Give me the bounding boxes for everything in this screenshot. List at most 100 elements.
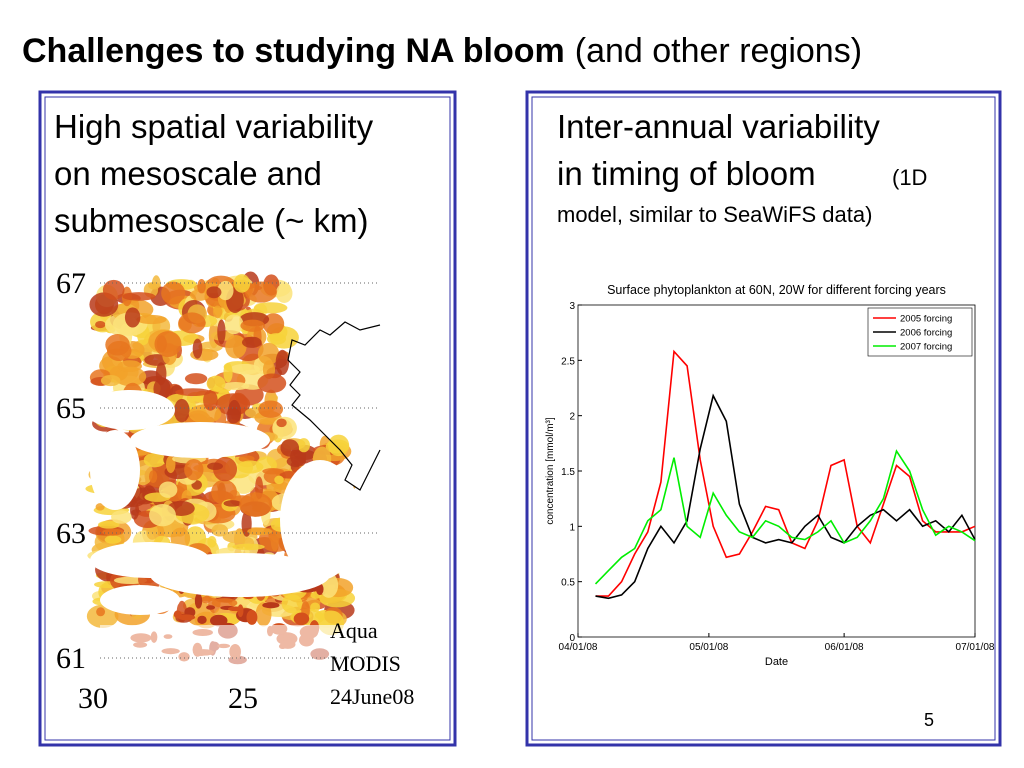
lat-label: 65: [56, 392, 86, 425]
map-texture: [223, 362, 233, 383]
map-texture: [86, 604, 119, 628]
map-texture: [275, 283, 293, 304]
map-texture: [240, 319, 265, 332]
map-texture: [246, 609, 258, 625]
legend-label: 2006 forcing: [900, 328, 952, 339]
map-texture: [206, 605, 216, 610]
y-axis-label: concentration [mmol/m³]: [545, 417, 556, 524]
map-texture: [184, 458, 204, 481]
map-texture: [244, 281, 278, 303]
map-texture: [257, 342, 280, 365]
lon-label: 25: [228, 682, 258, 715]
map-texture: [98, 520, 120, 529]
map-texture: [280, 439, 300, 457]
map-texture: [148, 470, 158, 483]
map-texture: [161, 281, 186, 305]
map-texture: [266, 333, 287, 345]
right-heading: in timing of bloom: [557, 155, 816, 192]
map-caption: Aqua: [330, 618, 378, 643]
map-texture: [154, 331, 182, 357]
cloud-mask: [85, 390, 175, 430]
map-texture: [217, 319, 226, 345]
map-texture: [189, 289, 210, 301]
map-texture: [158, 481, 178, 498]
y-tick-label: 1: [569, 522, 575, 533]
map-texture: [275, 349, 290, 376]
map-texture: [184, 373, 208, 385]
map-texture: [207, 535, 217, 548]
right-heading: Inter-annual variability: [557, 108, 880, 145]
y-tick-label: 1.5: [561, 467, 575, 478]
satellite-map: [85, 271, 381, 670]
map-texture: [155, 362, 167, 386]
map-texture: [227, 606, 243, 612]
map-texture: [173, 398, 190, 423]
data-line: [594, 449, 976, 585]
lat-label: 67: [56, 267, 86, 300]
cloud-mask: [130, 422, 270, 458]
map-texture: [232, 543, 265, 551]
left-text: submesoscale (~ km): [54, 202, 369, 239]
panel-frame-inner: [531, 96, 996, 741]
map-texture: [96, 607, 106, 617]
map-texture: [149, 504, 176, 527]
line-chart: Surface phytoplankton at 60N, 20W for di…: [545, 283, 995, 668]
map-texture: [102, 279, 125, 300]
y-tick-label: 3: [569, 301, 575, 312]
x-tick-label: 04/01/08: [559, 642, 598, 653]
map-texture: [268, 394, 279, 402]
x-tick-label: 07/01/08: [956, 642, 995, 653]
map-texture: [255, 602, 272, 627]
right-note: model, similar to SeaWiFS data): [557, 202, 872, 227]
map-caption: 24June08: [330, 684, 414, 709]
coastline: [287, 321, 381, 491]
cloud-mask: [280, 460, 360, 580]
title-bold: Challenges to studying NA bloom: [22, 32, 565, 70]
map-texture: [225, 335, 247, 359]
map-texture: [105, 334, 130, 356]
data-line: [595, 393, 976, 600]
x-tick-label: 05/01/08: [689, 642, 728, 653]
map-texture: [197, 615, 207, 624]
cloud-mask: [100, 585, 180, 615]
lat-label: 63: [56, 517, 86, 550]
map-texture: [226, 407, 241, 424]
page-number: 5: [924, 710, 934, 730]
chart-title: Surface phytoplankton at 60N, 20W for di…: [607, 283, 946, 297]
left-text: on mesoscale and: [54, 155, 322, 192]
map-texture: [211, 479, 237, 505]
map-texture: [148, 281, 160, 290]
map-texture: [102, 528, 124, 536]
cloud-mask: [150, 553, 330, 597]
map-texture: [177, 614, 196, 621]
map-texture: [223, 500, 242, 507]
map-texture: [217, 280, 234, 301]
map-texture: [124, 307, 141, 328]
map-texture: [274, 475, 284, 485]
map-texture: [253, 302, 288, 314]
y-tick-label: 2: [569, 412, 575, 423]
map-labels: 67 65 63 61 30 25: [56, 267, 258, 715]
map-texture: [211, 598, 238, 608]
map-texture: [221, 382, 250, 391]
map-caption: MODIS: [330, 651, 401, 676]
map-texture: [136, 314, 167, 325]
map-texture: [114, 366, 147, 387]
panel-frame: [525, 90, 1002, 747]
map-texture: [233, 274, 251, 293]
map-texture: [257, 373, 287, 394]
y-tick-label: 0: [569, 633, 575, 644]
slide-title: Challenges to studying NA bloom (and othe…: [22, 32, 862, 70]
map-texture: [194, 593, 203, 609]
plot-area: [577, 304, 976, 638]
map-texture: [207, 462, 224, 471]
map-texture: [212, 305, 223, 319]
map-texture: [247, 527, 273, 536]
lon-label: 30: [78, 682, 108, 715]
panel-frame-inner: [44, 96, 451, 741]
map-texture: [276, 418, 287, 428]
map-texture: [104, 535, 122, 544]
y-tick-label: 0.5: [561, 578, 575, 589]
